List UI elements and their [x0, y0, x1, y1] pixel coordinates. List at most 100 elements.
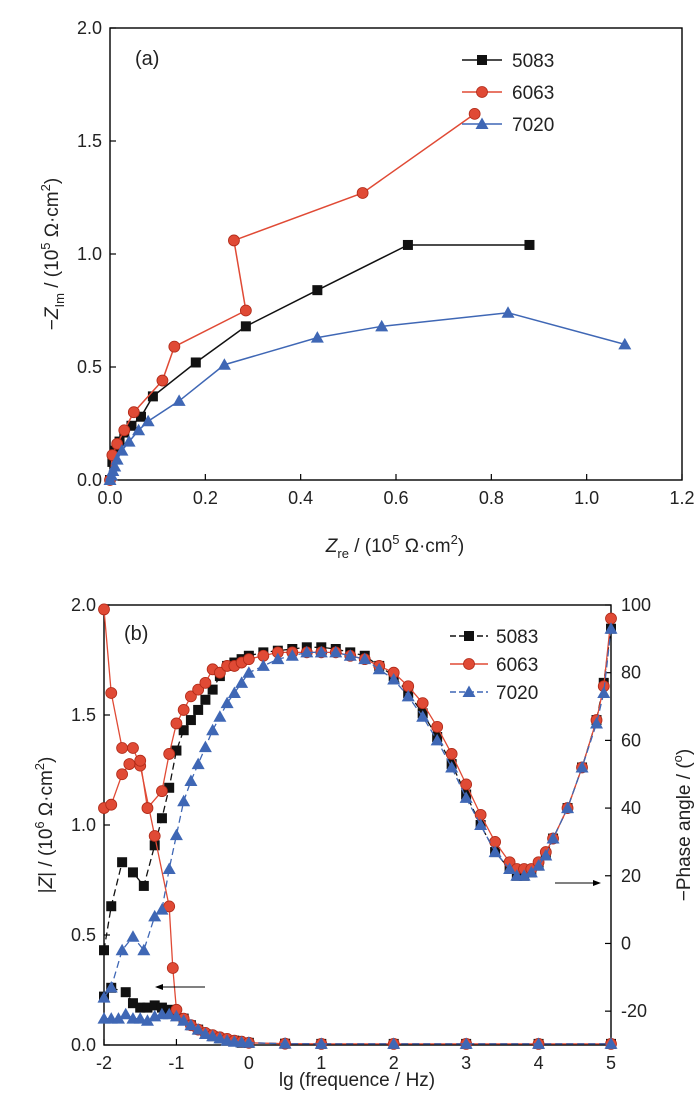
x-tick-label-a: 0.8	[479, 488, 504, 508]
phase-point-6063	[156, 785, 168, 798]
data-point-5083	[524, 239, 535, 250]
data-point-6063	[118, 424, 131, 437]
modulus-point-7020	[242, 1036, 256, 1048]
phase-point-7020	[387, 672, 401, 685]
series-6063-b	[98, 603, 617, 1050]
x-axis-title-b: lg (frequence / Hz)	[279, 1070, 435, 1091]
x-tick-label-b: 2	[389, 1053, 399, 1073]
y-right-tick-label-b: 0	[621, 933, 631, 953]
data-point-7020	[110, 453, 124, 465]
series-7020-a	[103, 306, 632, 485]
data-point-6063	[111, 437, 124, 450]
phase-point-7020	[590, 716, 604, 729]
phase-point-7020	[401, 689, 415, 702]
arrow-head	[593, 880, 601, 886]
phase-point-7020	[198, 740, 212, 753]
modulus-point-5083	[156, 1002, 167, 1013]
y-tick-label-b: 0.5	[71, 925, 96, 945]
phase-point-7020	[220, 696, 234, 709]
modulus-point-7020	[133, 1012, 147, 1024]
phase-point-7020	[416, 710, 430, 722]
phase-point-7020	[517, 869, 531, 881]
phase-point-7020	[524, 865, 538, 878]
phase-point-7020	[575, 760, 589, 773]
y-right-tick-label-b: 80	[621, 663, 641, 683]
legend-item-5083-b: 5083	[450, 627, 538, 648]
legend-item-7020: 7020	[462, 115, 554, 136]
legend-item-5083: 5083	[462, 51, 554, 72]
phase-point-5083	[138, 880, 149, 891]
panel-label-b: (b)	[124, 623, 148, 645]
data-point-6063	[168, 340, 181, 353]
phase-point-7020	[459, 791, 473, 803]
phase-point-6063	[213, 666, 226, 679]
phase-point-7020	[184, 774, 198, 786]
series-6063-a	[104, 107, 481, 486]
y-axis-title-a: −ZIm / (105 Ω·cm2)	[38, 178, 67, 330]
phase-point-6063	[460, 778, 473, 791]
data-point-7020	[132, 423, 146, 436]
phase-point-7020	[126, 930, 140, 942]
phase-point-6063	[431, 720, 444, 733]
legend-marker	[464, 631, 474, 641]
y-tick-label-a: 0.5	[77, 357, 102, 377]
phase-point-5083	[156, 813, 167, 824]
x-tick-label-b: 4	[534, 1053, 544, 1073]
modulus-point-7020	[119, 1007, 133, 1020]
legend-label: 6063	[512, 83, 554, 104]
phase-point-7020	[137, 943, 151, 956]
data-point-5083	[312, 285, 323, 296]
data-point-7020	[122, 435, 136, 447]
modulus-point-7020	[162, 1007, 176, 1020]
phase-point-5083	[185, 715, 196, 726]
phase-point-7020	[539, 848, 553, 861]
plot-frame-a	[109, 27, 683, 481]
y-axis-title-b: |Z| / (106 Ω·cm2)	[32, 757, 57, 894]
data-point-5083	[240, 321, 251, 332]
phase-point-7020	[285, 649, 299, 661]
legend-marker	[476, 86, 488, 98]
x-tick-label-a: 1.0	[574, 488, 599, 508]
modulus-point-6063	[116, 742, 129, 754]
modulus-point-7020	[140, 1014, 154, 1026]
phase-point-7020	[372, 662, 386, 675]
y-tick-label-b: 1.5	[71, 705, 96, 725]
legend-label: 6063	[496, 655, 538, 676]
y-right-tick-label-b: 20	[621, 866, 641, 886]
x-tick-label-a: 0.0	[97, 488, 122, 508]
series-line-6063	[109, 113, 476, 481]
phase-point-7020	[148, 909, 162, 922]
phase-point-5083	[193, 704, 204, 715]
phase-point-6063	[116, 768, 129, 781]
data-point-7020	[501, 306, 515, 318]
y-right-tick-label-b: 40	[621, 798, 641, 818]
modulus-point-6063	[98, 603, 110, 616]
phase-point-7020	[343, 649, 357, 661]
modulus-point-5083	[127, 998, 138, 1009]
panel-a-chart: 0.0 0.2 0.4 0.6 0.8 1.0 1.2 0.0 0.5 1.0 1.5 2.0 (a) Z…	[38, 18, 695, 561]
phase-point-7020	[503, 862, 517, 874]
phase-point-7020	[300, 645, 314, 658]
y-tick-label-b: 2.0	[71, 595, 96, 615]
modulus-point-7020	[459, 1037, 473, 1049]
modulus-point-6063	[127, 742, 139, 754]
legend-marker	[475, 117, 489, 129]
phase-point-7020	[206, 723, 220, 736]
phase-point-7020	[358, 652, 372, 665]
modulus-point-6063	[166, 962, 179, 974]
phase-point-7020	[213, 710, 227, 722]
x-tick-label-b: 3	[461, 1053, 471, 1073]
modulus-point-7020	[184, 1018, 198, 1031]
phase-point-5083	[171, 745, 182, 756]
y-tick-label-a: 1.5	[77, 131, 102, 151]
phase-point-7020	[115, 943, 129, 956]
phase-point-7020	[256, 659, 270, 671]
phase-point-5083	[99, 945, 109, 956]
series-7020-b	[97, 622, 618, 1049]
phase-point-7020	[97, 991, 111, 1003]
phase-line-5083	[103, 628, 612, 951]
x-tick-label-b: -2	[96, 1053, 112, 1073]
data-point-5083	[147, 391, 158, 402]
legend-label: 5083	[512, 51, 554, 72]
data-point-7020	[108, 459, 122, 472]
